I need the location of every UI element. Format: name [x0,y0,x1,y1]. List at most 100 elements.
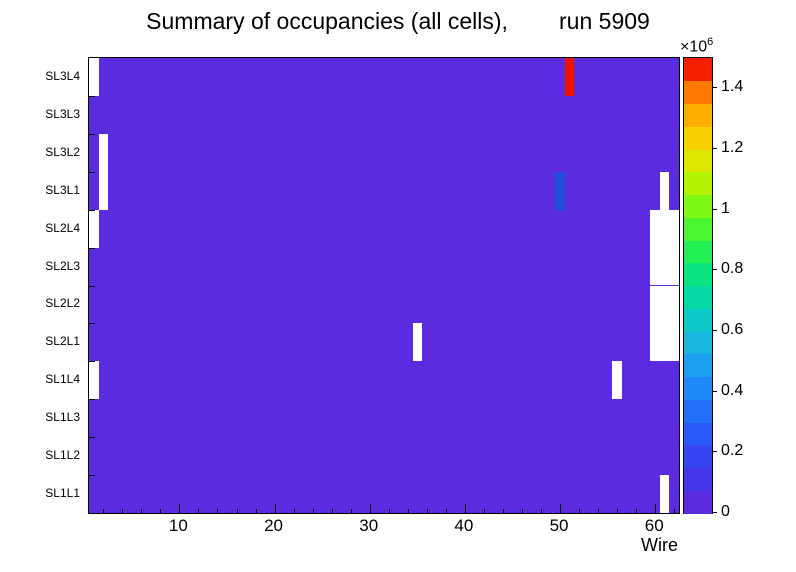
colorbar-band [684,194,712,218]
colorbar-tick [712,148,717,149]
x-axis-major-tick [464,504,466,513]
colorbar-tick [712,208,717,210]
x-axis-major-tick [560,504,562,513]
heatmap-empty-cell [650,285,679,324]
colorbar-band [684,126,712,150]
colorbar-tick-label: 0 [721,503,730,520]
x-axis-minor-tick [312,509,314,513]
x-axis-minor-tick [598,509,600,513]
colorbar-band [684,331,712,355]
y-axis-label: SL1L1 [45,486,80,501]
colorbar-tick [712,512,717,513]
x-axis-minor-tick [331,509,333,513]
y-axis-tick [89,399,95,401]
heatmap-empty-cell [650,209,679,248]
heatmap-empty-cell [89,209,99,248]
colorbar-band [684,444,712,468]
colorbar-tick [712,269,717,271]
colorbar-axis: 0 0.2 0.4 0.6 0.8 1 1.2 1.4 [712,57,792,520]
x-axis-minor-tick [141,509,143,513]
x-axis-minor-tick [293,509,295,513]
x-axis-minor-tick [426,509,428,513]
plot-area [88,57,680,514]
x-axis: 10 20 30 40 50 60 [88,516,678,538]
x-axis-tick-label: 10 [168,516,188,535]
x-axis-tick-label: 50 [549,516,569,535]
y-axis: SL1L1 SL1L2 SL1L3 SL1L4 SL2L1 SL2L2 SL2L3 SL2L4… [0,57,84,512]
colorbar-tick-label: 1.2 [721,139,744,156]
x-axis-minor-tick [350,509,352,513]
heatmap-empty-cell [650,247,679,286]
colorbar [683,57,713,514]
x-axis-minor-tick [674,509,676,513]
x-axis-minor-tick [236,509,238,513]
x-axis-tick-label: 60 [644,516,664,535]
heatmap-hot-cell [555,171,565,210]
colorbar-tick-label: 0.2 [721,442,744,460]
x-axis-major-tick [274,504,276,513]
x-axis-minor-tick [160,509,162,513]
colorbar-band [684,217,712,241]
x-axis-minor-tick [617,509,619,513]
heatmap-empty-cell [412,323,423,362]
x-axis-minor-tick [198,509,200,513]
y-axis-tick [89,209,95,211]
colorbar-tick-label: 1 [721,199,730,217]
colorbar-band [684,149,712,173]
y-axis-tick [89,475,95,477]
colorbar-band [684,103,712,127]
x-axis-minor-tick [579,509,581,513]
colorbar-band [684,376,712,400]
heatmap-empty-cell [89,58,99,96]
y-axis-tick [89,437,95,439]
x-axis-major-tick [655,504,657,513]
colorbar-band [684,399,712,423]
x-axis-minor-tick [122,509,124,513]
y-axis-tick [89,247,95,249]
colorbar-band [684,353,712,377]
colorbar-tick [712,330,717,331]
y-axis-label: SL2L1 [45,334,80,349]
colorbar-band [684,80,712,104]
x-axis-tick-label: 20 [264,516,284,535]
colorbar-tick [712,451,717,453]
y-axis-label: SL3L2 [45,144,80,159]
heatmap-empty-cell [659,475,670,513]
colorbar-band [684,240,712,264]
y-axis-tick [89,171,95,173]
x-axis-minor-tick [103,509,105,513]
y-axis-tick [89,285,95,287]
x-axis-minor-tick [407,509,409,513]
x-axis-tick-label: 30 [359,516,379,535]
y-axis-label: SL2L3 [45,258,80,273]
heatmap-empty-cell [650,323,679,362]
colorbar-band [684,308,712,332]
colorbar-band [684,262,712,286]
colorbar-band [684,171,712,195]
colorbar-band [684,58,712,82]
y-axis-tick [89,323,95,325]
x-axis-minor-tick [521,509,523,513]
x-axis-major-tick [179,504,181,513]
heatmap-empty-cell [659,171,670,210]
heatmap-empty-cell [98,171,109,210]
x-axis-minor-tick [445,509,447,513]
colorbar-band [684,285,712,309]
colorbar-tick-label: 0.8 [721,260,744,278]
y-axis-label: SL3L4 [45,68,80,83]
x-axis-minor-tick [636,509,638,513]
colorbar-tick [712,390,717,392]
y-axis-label: SL1L2 [45,448,80,463]
y-axis-label: SL2L2 [45,296,80,311]
colorbar-band [684,422,712,446]
colorbar-tick-label: 1.4 [721,78,744,96]
colorbar-exponent: ×106 [680,36,713,56]
x-axis-minor-tick [502,509,504,513]
x-axis-minor-tick [217,509,219,513]
x-axis-tick-label: 40 [454,516,474,535]
y-axis-label: SL1L4 [45,372,80,387]
x-axis-minor-tick [483,509,485,513]
y-axis-label: SL2L4 [45,220,80,235]
heatmap-hot-cell [564,58,575,96]
colorbar-exponent-power: 6 [707,36,714,48]
